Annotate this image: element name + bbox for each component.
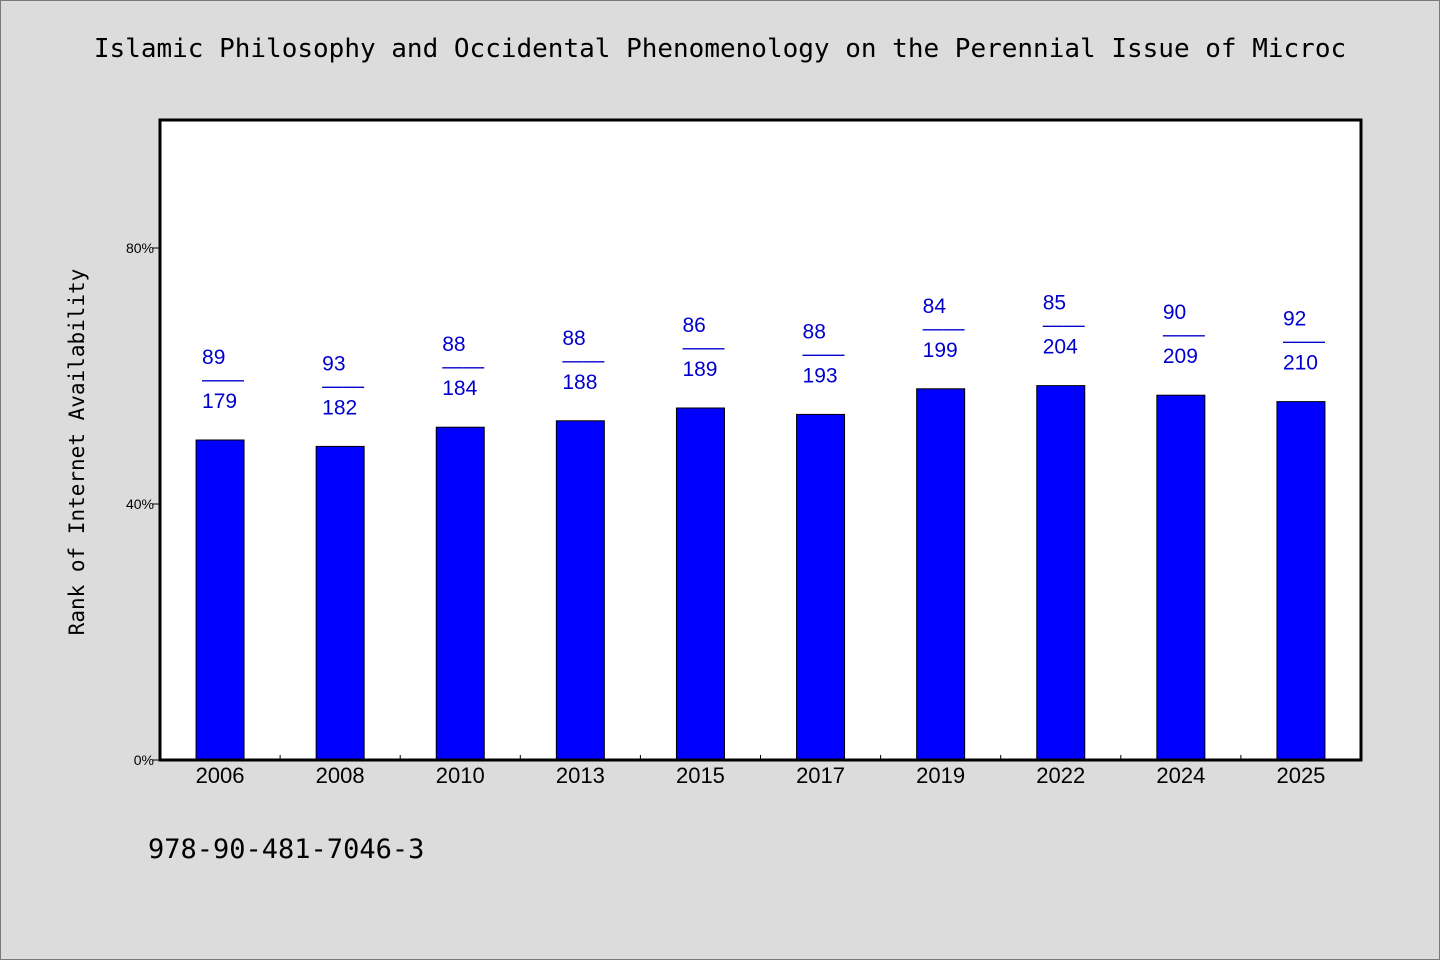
y-tick-label: 0% — [134, 752, 154, 768]
x-tick-label: 2013 — [556, 763, 605, 788]
y-tick-label: 80% — [126, 240, 154, 256]
data-label-total: 188 — [562, 371, 597, 394]
data-label-total: 189 — [682, 358, 717, 381]
data-label-separator: —— — [562, 349, 604, 372]
bar — [1036, 385, 1086, 761]
data-label-rank: 93 — [322, 352, 345, 375]
data-label-total: 210 — [1283, 352, 1318, 375]
data-label-total: 182 — [322, 396, 357, 419]
x-tick-label: 2024 — [1156, 763, 1205, 788]
data-label-separator: —— — [1043, 314, 1085, 337]
data-label-total: 184 — [442, 377, 477, 400]
data-label-rank: 85 — [1043, 292, 1066, 315]
data-label-separator: —— — [923, 317, 965, 340]
data-label-rank: 89 — [202, 346, 225, 369]
x-tick-label: 2022 — [1036, 763, 1085, 788]
data-label-separator: —— — [322, 374, 364, 397]
bar — [435, 426, 485, 761]
data-label-total: 204 — [1043, 336, 1078, 359]
data-label-rank: 88 — [442, 333, 465, 356]
data-label-rank: 92 — [1283, 308, 1306, 331]
bar — [315, 445, 365, 761]
x-tick-label: 2006 — [196, 763, 245, 788]
bar — [555, 420, 605, 761]
bar — [1156, 394, 1206, 761]
x-tick-label: 2019 — [916, 763, 965, 788]
data-label-rank: 84 — [923, 295, 947, 318]
y-axis-label: Rank of Internet Availability — [65, 269, 89, 636]
x-tick-label: 2015 — [676, 763, 725, 788]
bar — [675, 407, 725, 761]
data-label-separator: —— — [1283, 330, 1325, 353]
data-label-separator: —— — [682, 336, 724, 359]
data-label-total: 209 — [1163, 345, 1198, 368]
chart-title: Islamic Philosophy and Occidental Phenom… — [93, 34, 1347, 64]
bar — [796, 413, 846, 761]
bar — [195, 439, 245, 761]
data-label-total: 199 — [923, 339, 958, 362]
data-label-rank: 88 — [562, 327, 585, 350]
data-label-separator: —— — [803, 342, 845, 365]
y-tick-label: 40% — [126, 496, 154, 512]
data-label-separator: —— — [1163, 323, 1205, 346]
data-label-total: 193 — [803, 364, 838, 387]
data-label-rank: 88 — [803, 320, 826, 343]
data-label-separator: —— — [202, 368, 244, 391]
isbn-text: 978-90-481-7046-3 — [148, 834, 425, 865]
x-tick-label: 2017 — [796, 763, 845, 788]
x-tick-label: 2008 — [316, 763, 365, 788]
bar — [1276, 401, 1326, 761]
data-label-rank: 86 — [682, 314, 705, 337]
bar — [916, 388, 966, 761]
plot-border — [158, 118, 1363, 762]
data-label-separator: —— — [442, 355, 484, 378]
x-tick-label: 2010 — [436, 763, 485, 788]
x-tick-label: 2025 — [1276, 763, 1325, 788]
data-label-rank: 90 — [1163, 301, 1186, 324]
data-label-total: 179 — [202, 390, 237, 413]
